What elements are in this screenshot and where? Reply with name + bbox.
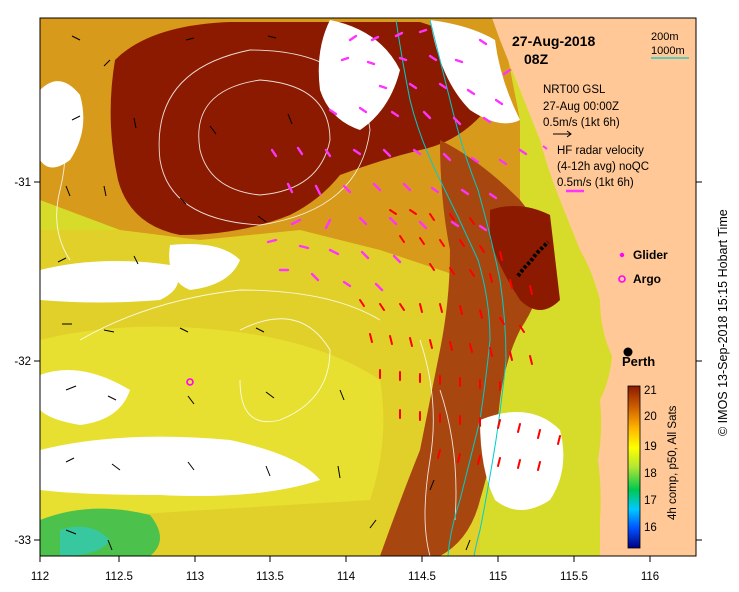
x-tick-label: 114: [337, 571, 356, 583]
colorbar-label: 4h comp, p50, All Sats: [667, 405, 679, 520]
colorbar-tick: 21: [644, 385, 657, 397]
gsl-scale-arrow: [553, 130, 572, 138]
hf-title: HF radar velocity: [557, 145, 644, 157]
x-tick-label: 115.5: [560, 571, 588, 583]
perth-marker: [623, 347, 633, 357]
argo-float-marker: [186, 378, 194, 386]
cloud-gap-mid: [40, 261, 178, 303]
depth-200-label: 200m: [651, 31, 679, 43]
sst-coastal-warm: [490, 206, 560, 310]
hf-legend-arrow-icon: [542, 145, 548, 150]
land-western-australia: [492, 18, 696, 556]
x-tick-label: 115: [489, 571, 507, 583]
plot-area: [40, 18, 696, 556]
colorbar-tick: 17: [644, 495, 657, 507]
colorbar-ticks: 21 20 19 18 17 16: [644, 385, 657, 534]
gsl-date: 27-Aug 00:00Z: [543, 101, 619, 113]
y-tick-label: -31: [14, 177, 31, 189]
sst-contours: [56, 49, 457, 556]
cloud-gap-southwest: [40, 370, 130, 425]
glider-label: Glider: [633, 248, 668, 262]
x-tick-label: 112.5: [105, 571, 133, 583]
credit-label: © IMOS 13-Sep-2018 15:15 Hobart Time: [716, 209, 730, 436]
x-tick-label: 112: [31, 571, 49, 583]
colorbar-tick: 20: [644, 411, 657, 423]
sst-warm-eddy: [110, 22, 501, 235]
cloud-gap-south: [40, 436, 320, 496]
gsl-title: NRT00 GSL: [543, 84, 606, 96]
colorbar: [627, 385, 641, 549]
colorbar-tick: 19: [644, 441, 657, 453]
gsl-scale: 0.5m/s (1kt 6h): [543, 117, 620, 129]
bathymetry-contours: [395, 19, 507, 556]
cloud-gap-north: [318, 20, 400, 130]
depth-1000-label: 1000m: [651, 45, 685, 57]
plot-frame: [39, 17, 697, 557]
cloud-gap-southeast: [480, 412, 564, 510]
x-tick-label: 113.5: [256, 571, 284, 583]
x-tick-label: 113: [186, 571, 204, 583]
hf-scale: 0.5m/s (1kt 6h): [557, 177, 634, 189]
cloud-gap-center: [169, 244, 240, 290]
y-tick-label: -33: [14, 535, 31, 547]
x-tick-label: 116: [641, 571, 659, 583]
red-velocity-arrows: [359, 209, 561, 471]
y-tick-label: -32: [14, 356, 31, 368]
hf-avg: (4-12h avg) noQC: [557, 161, 649, 173]
hf-radar-arrows: [266, 28, 528, 292]
argo-legend-icon: [618, 275, 626, 283]
date-label: 27-Aug-2018: [512, 33, 595, 49]
perth-label: Perth: [622, 354, 655, 369]
axis-ticks: [34, 181, 702, 562]
colorbar-tick: 18: [644, 468, 657, 480]
glider-legend-icon: [619, 252, 625, 258]
x-axis-labels: 112 112.5 113 113.5 114 114.5 115 115.5 …: [31, 571, 659, 583]
colorbar-tick: 16: [644, 522, 657, 534]
argo-label: Argo: [633, 272, 661, 286]
cloud-gap-coast: [430, 20, 520, 124]
x-tick-label: 114.5: [408, 571, 436, 583]
y-axis-labels: -31 -32 -33: [14, 177, 31, 547]
sst-cyan-patch: [60, 526, 110, 556]
time-label: 08Z: [524, 51, 549, 67]
model-velocity-arrows: [57, 35, 471, 551]
